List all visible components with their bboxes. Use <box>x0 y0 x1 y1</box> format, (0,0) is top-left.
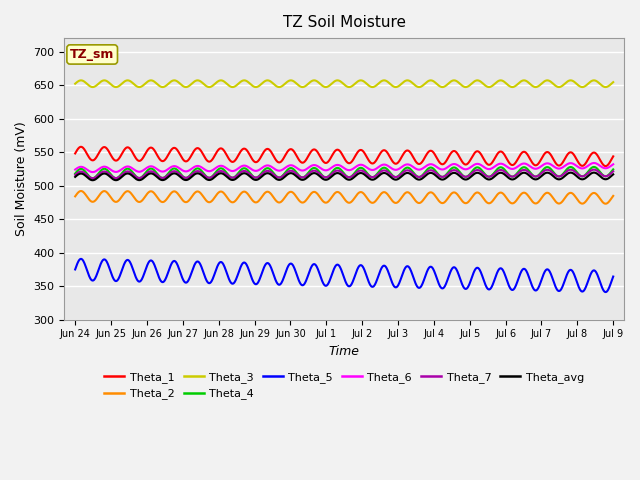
Theta_1 <box>300 159 308 165</box>
Theta_6 <box>590 160 598 166</box>
Theta_2 <box>135 199 143 205</box>
Theta_7 <box>135 175 143 181</box>
Theta_5 <box>609 274 617 279</box>
Theta_2 <box>71 193 79 199</box>
Theta_6 <box>311 162 319 168</box>
Line: Theta_avg: Theta_avg <box>75 173 613 180</box>
Theta_7 <box>378 168 385 174</box>
Theta_5 <box>300 282 308 288</box>
Theta_4 <box>311 165 319 171</box>
Theta_3 <box>113 84 121 90</box>
Theta_2 <box>321 200 328 205</box>
Theta_6 <box>300 168 308 173</box>
Theta_5 <box>77 256 84 262</box>
Theta_2 <box>378 191 385 196</box>
Theta_7 <box>71 172 79 178</box>
Theta_4 <box>609 167 617 172</box>
Theta_1 <box>71 151 79 156</box>
Theta_3 <box>311 78 319 84</box>
Theta_5 <box>602 289 609 295</box>
Theta_7 <box>590 167 598 172</box>
Theta_5 <box>311 262 319 267</box>
Theta_1 <box>77 144 84 150</box>
Theta_4 <box>113 175 121 181</box>
Theta_3 <box>609 79 617 85</box>
Theta_3 <box>71 81 79 86</box>
Theta_avg <box>590 170 598 176</box>
Theta_7 <box>321 174 328 180</box>
Legend: Theta_1, Theta_2, Theta_3, Theta_4, Theta_5, Theta_6, Theta_7, Theta_avg: Theta_1, Theta_2, Theta_3, Theta_4, Thet… <box>100 368 588 404</box>
Theta_1 <box>321 160 328 166</box>
Theta_4 <box>300 174 308 180</box>
Theta_6 <box>89 169 97 175</box>
Y-axis label: Soil Moisture (mV): Soil Moisture (mV) <box>15 121 28 236</box>
Theta_5 <box>113 278 121 284</box>
Theta_avg <box>321 177 328 182</box>
Theta_7 <box>300 174 308 180</box>
Theta_6 <box>609 161 617 167</box>
Theta_1 <box>311 147 319 153</box>
Theta_2 <box>311 189 319 195</box>
Theta_4 <box>321 174 328 180</box>
Theta_1 <box>113 157 121 163</box>
Theta_1 <box>378 149 385 155</box>
Theta_2 <box>602 201 609 206</box>
Theta_5 <box>321 282 328 288</box>
Line: Theta_4: Theta_4 <box>75 167 613 178</box>
Theta_1 <box>609 154 617 159</box>
Theta_avg <box>89 177 97 183</box>
Theta_avg <box>378 171 385 177</box>
Theta_3 <box>300 84 308 90</box>
Theta_4 <box>378 166 385 171</box>
Theta_3 <box>217 77 225 83</box>
Theta_6 <box>135 169 143 175</box>
Line: Theta_1: Theta_1 <box>75 147 613 166</box>
Theta_6 <box>113 169 121 175</box>
Line: Theta_5: Theta_5 <box>75 259 613 292</box>
Theta_5 <box>135 279 143 285</box>
Theta_3 <box>485 84 493 90</box>
Line: Theta_3: Theta_3 <box>75 80 613 87</box>
Theta_avg <box>71 174 79 180</box>
Line: Theta_7: Theta_7 <box>75 169 613 178</box>
Theta_2 <box>113 199 121 204</box>
Theta_5 <box>378 265 385 271</box>
Theta_7 <box>113 175 121 181</box>
Theta_avg <box>113 177 121 183</box>
Theta_avg <box>135 177 143 183</box>
Theta_1 <box>135 158 143 164</box>
Theta_4 <box>135 175 143 181</box>
Theta_4 <box>590 164 598 170</box>
Theta_4 <box>71 171 79 177</box>
Theta_6 <box>378 162 385 168</box>
Theta_7 <box>609 168 617 174</box>
Theta_3 <box>378 78 385 84</box>
Line: Theta_6: Theta_6 <box>75 163 613 172</box>
Theta_3 <box>321 84 328 90</box>
X-axis label: Time: Time <box>329 345 360 358</box>
Theta_7 <box>311 168 319 174</box>
Theta_6 <box>321 168 328 173</box>
Theta_1 <box>602 163 609 169</box>
Theta_3 <box>135 84 143 90</box>
Theta_4 <box>89 175 97 181</box>
Theta_avg <box>300 177 308 182</box>
Title: TZ Soil Moisture: TZ Soil Moisture <box>283 15 406 30</box>
Theta_5 <box>71 266 79 272</box>
Line: Theta_2: Theta_2 <box>75 191 613 204</box>
Text: TZ_sm: TZ_sm <box>70 48 115 61</box>
Theta_2 <box>300 199 308 205</box>
Theta_avg <box>311 170 319 176</box>
Theta_2 <box>77 188 84 194</box>
Theta_avg <box>609 171 617 177</box>
Theta_7 <box>89 175 97 181</box>
Theta_6 <box>71 167 79 172</box>
Theta_2 <box>609 193 617 199</box>
